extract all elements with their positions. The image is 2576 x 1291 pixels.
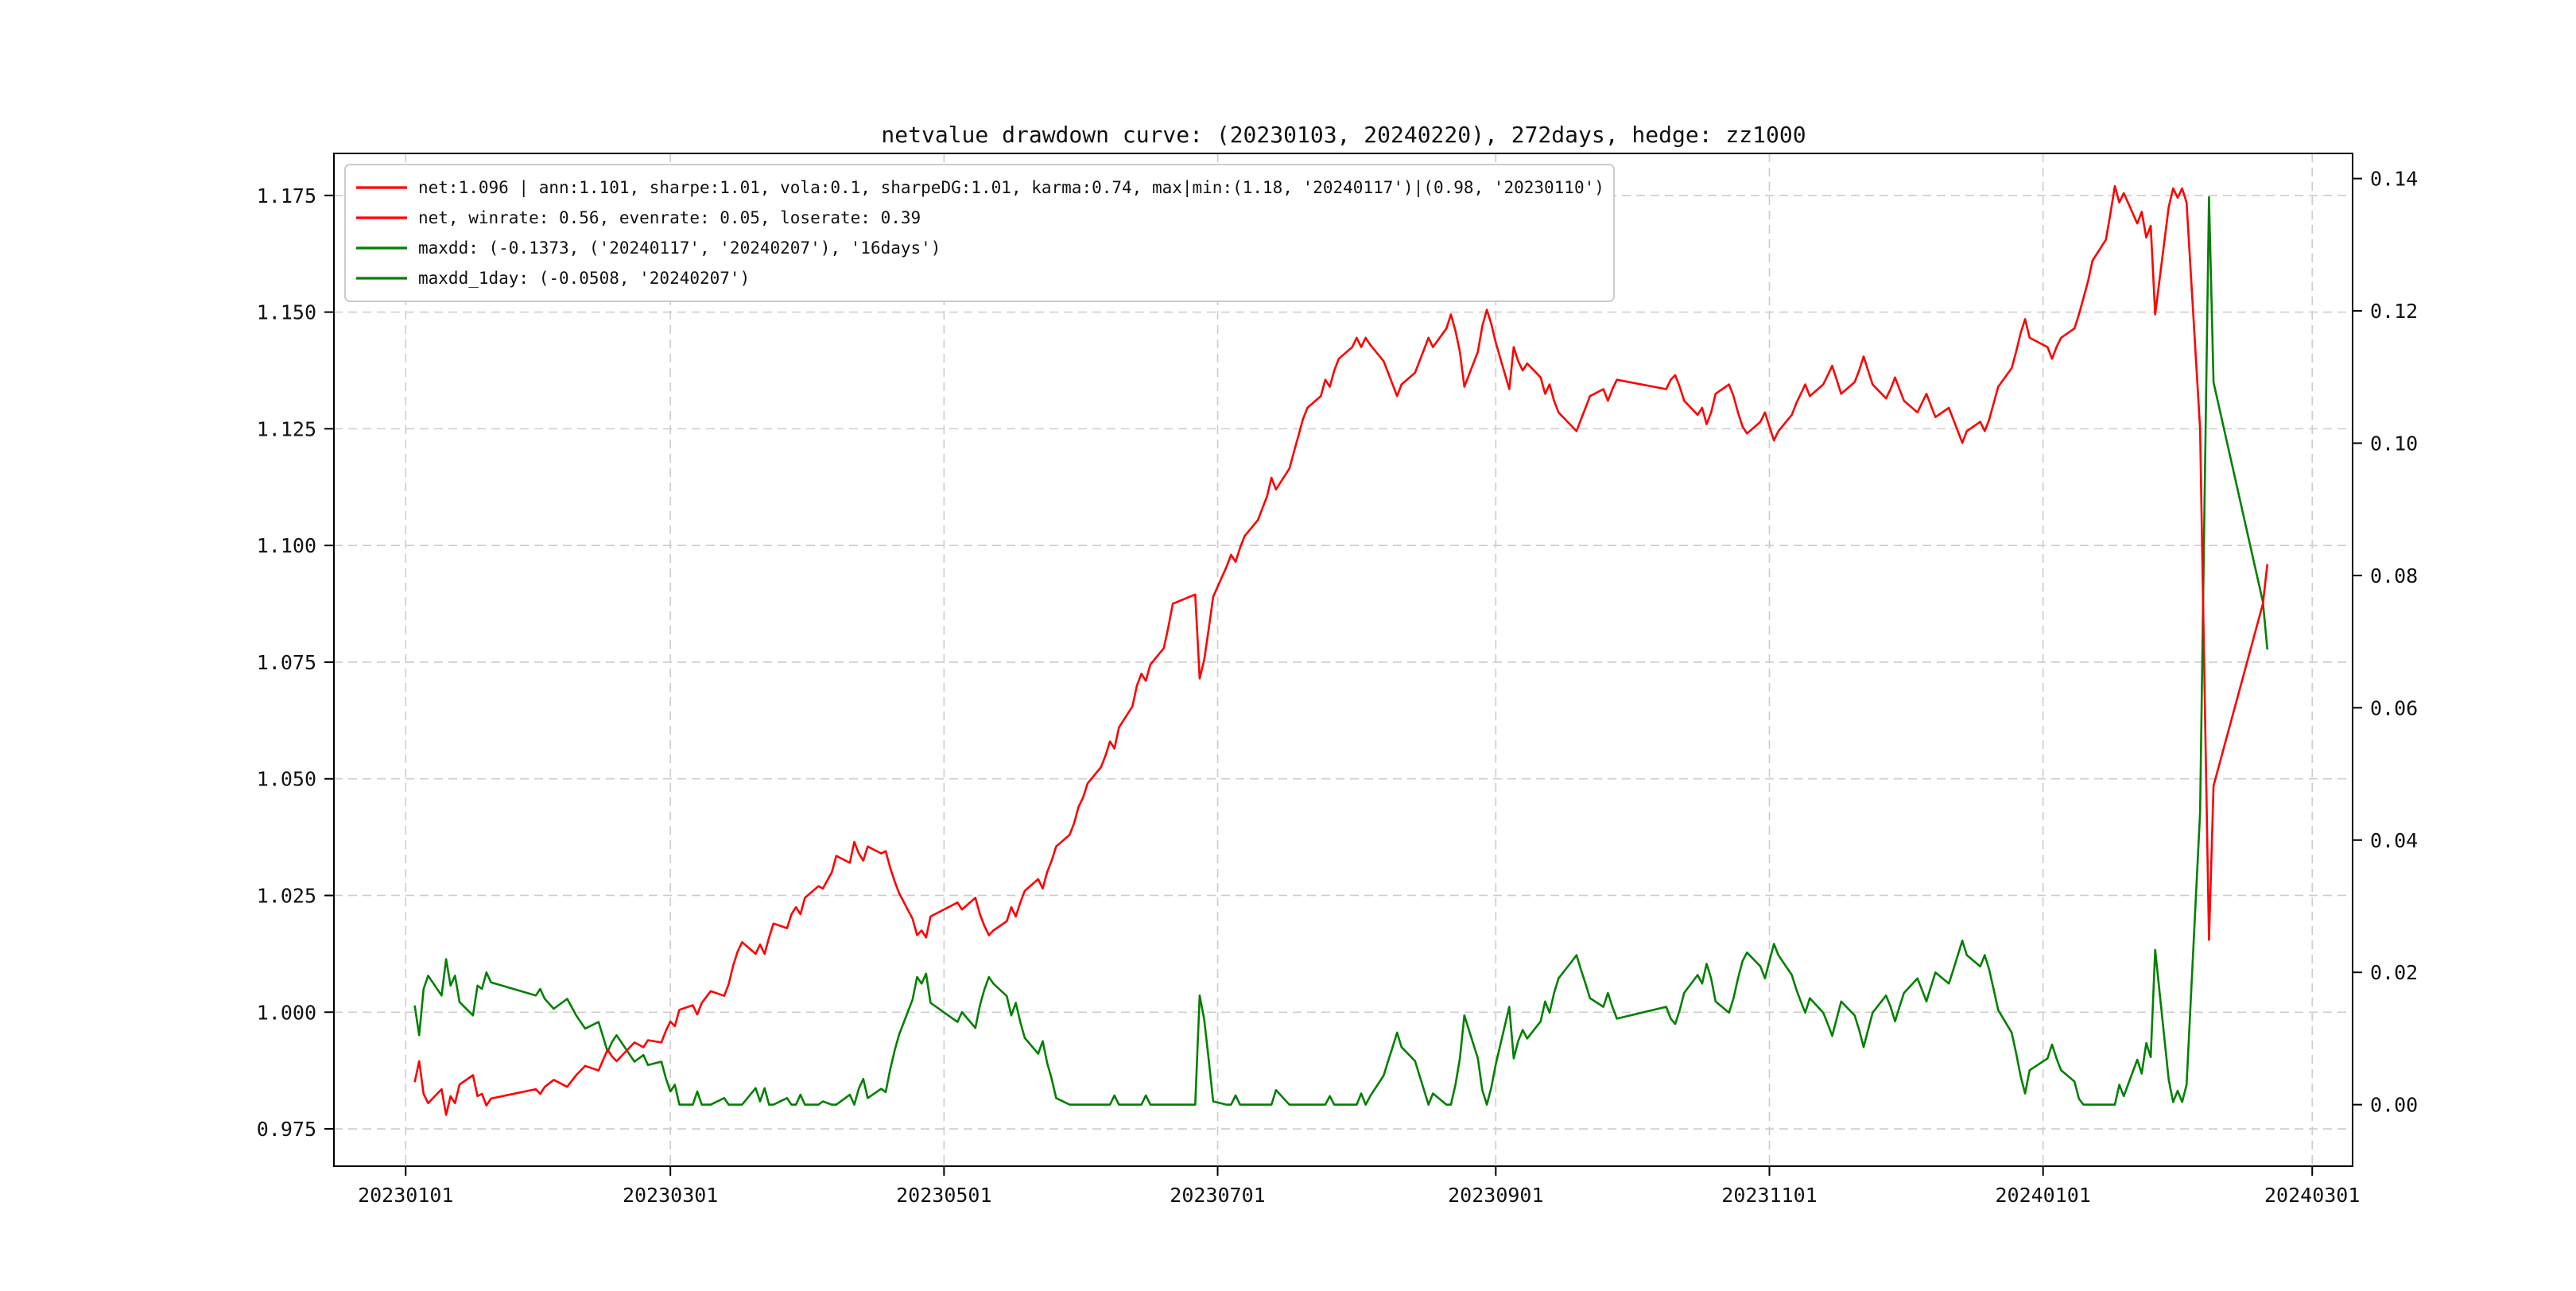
legend-row-net-stats: net:1.096 | ann:1.101, sharpe:1.01, vola… xyxy=(356,178,1604,198)
legend-row-maxdd-1day: maxdd_1day: (-0.0508, '20240207') xyxy=(356,269,750,288)
x-tick-label: 20231101 xyxy=(1721,1184,1817,1207)
right-tick-label: 0.08 xyxy=(2370,564,2418,587)
x-tick-label: 20230701 xyxy=(1170,1184,1265,1207)
right-tick-label: 0.14 xyxy=(2370,168,2418,191)
x-tick-label: 20230501 xyxy=(896,1184,991,1207)
legend-box xyxy=(344,164,1615,302)
series-layer xyxy=(413,184,2269,1116)
right-tick-label: 0.10 xyxy=(2370,432,2418,455)
left-tick-label: 1.025 xyxy=(257,884,316,907)
legend-row-net-rates: net, winrate: 0.56, evenrate: 0.05, lose… xyxy=(356,208,921,227)
right-tick-label: 0.00 xyxy=(2370,1094,2418,1117)
chart-title: netvalue drawdown curve: (20230103, 2024… xyxy=(881,122,1806,148)
x-tick-label: 20230301 xyxy=(623,1184,718,1207)
left-tick-label: 1.100 xyxy=(257,534,316,557)
x-tick-label: 20240101 xyxy=(1995,1184,2090,1207)
left-tick-label: 1.000 xyxy=(257,1001,316,1024)
x-tick-label: 20240301 xyxy=(2264,1184,2360,1207)
right-tick-label: 0.12 xyxy=(2370,300,2418,323)
x-tick-label: 20230101 xyxy=(358,1184,453,1207)
right-tick-label: 0.06 xyxy=(2370,696,2418,719)
drawdown-line xyxy=(413,196,2269,1106)
left-tick-label: 1.150 xyxy=(257,301,316,324)
net-line xyxy=(413,184,2269,1116)
legend-label: net:1.096 | ann:1.101, sharpe:1.01, vola… xyxy=(418,178,1604,198)
legend-layer: net:1.096 | ann:1.101, sharpe:1.01, vola… xyxy=(344,164,1615,302)
axes-layer: 20230101 20230301 20230501 20230701 20230901… xyxy=(257,153,2418,1207)
legend-label: net, winrate: 0.56, evenrate: 0.05, lose… xyxy=(418,208,921,227)
left-tick-label: 1.175 xyxy=(257,184,316,207)
left-tick-label: 1.050 xyxy=(257,768,316,791)
legend-label: maxdd_1day: (-0.0508, '20240207') xyxy=(418,269,750,288)
right-tick-label: 0.04 xyxy=(2370,829,2418,852)
plot-frame xyxy=(333,153,2353,1167)
left-tick-label: 1.075 xyxy=(257,651,316,674)
left-tick-label: 0.975 xyxy=(257,1118,316,1141)
legend-row-maxdd: maxdd: (-0.1373, ('20240117', '20240207'… xyxy=(356,238,941,258)
right-tick-label: 0.02 xyxy=(2370,961,2418,984)
legend-label: maxdd: (-0.1373, ('20240117', '20240207'… xyxy=(418,238,941,258)
left-tick-label: 1.125 xyxy=(257,417,316,440)
x-tick-label: 20230901 xyxy=(1448,1184,1543,1207)
